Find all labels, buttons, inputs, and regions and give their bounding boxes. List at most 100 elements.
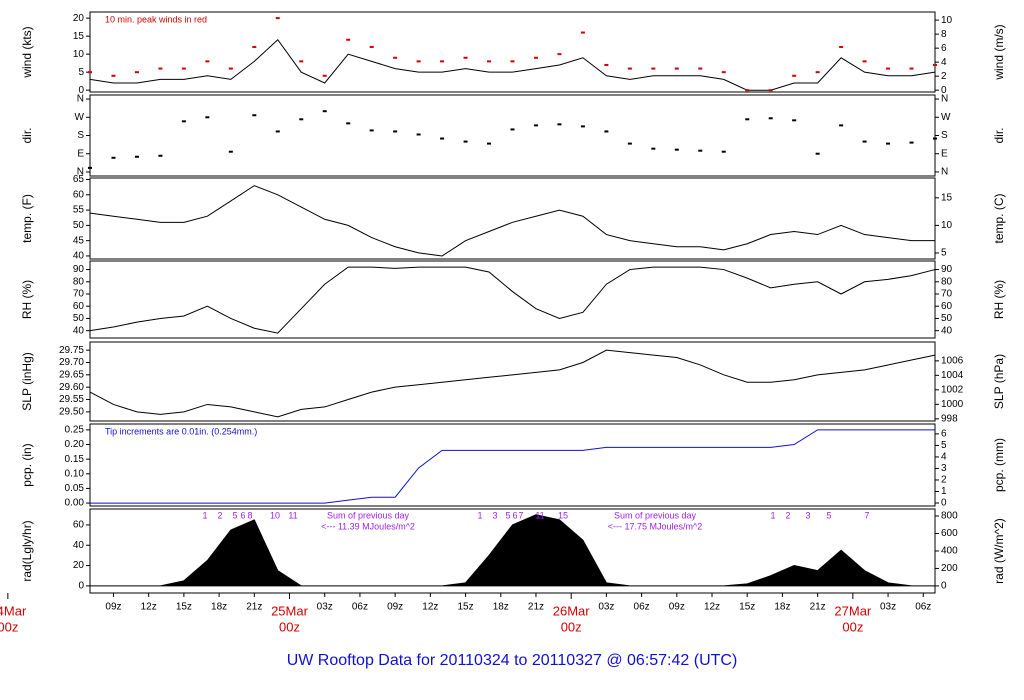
y2-tick-label: 5 bbox=[941, 248, 947, 259]
dir-point bbox=[627, 142, 632, 145]
x-tick-label: 03z bbox=[880, 602, 896, 613]
dir-point bbox=[933, 137, 937, 140]
panel-note: Tip increments are 0.01in. (0.254mm.) bbox=[105, 426, 257, 436]
sum-total: <--- 11.39 MJoules/m^2 bbox=[321, 521, 415, 531]
y2-tick-label: 600 bbox=[941, 528, 958, 539]
y2-tick-label: 4 bbox=[941, 57, 947, 68]
y2-tick-label: 200 bbox=[941, 563, 958, 574]
x-tick-label: 06z bbox=[915, 602, 931, 613]
series-line bbox=[89, 349, 936, 418]
y-tick-label: 20 bbox=[73, 560, 85, 571]
hour-marker: 6 bbox=[512, 510, 517, 520]
y2-tick-label: 80 bbox=[941, 276, 953, 287]
y2-tick-label: 1004 bbox=[941, 370, 964, 381]
y-tick-label: 20 bbox=[73, 13, 85, 24]
sum-label: Sum of previous day bbox=[614, 510, 697, 520]
hour-marker: 1 bbox=[477, 510, 482, 520]
x-tick-label: 18z bbox=[493, 602, 509, 613]
dir-point bbox=[792, 119, 797, 122]
y2-axis-label: rad (W/m^2) bbox=[992, 518, 1006, 584]
peak-wind bbox=[580, 31, 585, 34]
peak-wind bbox=[721, 71, 726, 74]
peak-wind bbox=[252, 45, 257, 48]
y2-tick-label: 90 bbox=[941, 264, 953, 275]
dir-point bbox=[369, 129, 374, 132]
y-tick-label: 50 bbox=[73, 220, 85, 231]
y2-axis-label: SLP (hPa) bbox=[992, 354, 1006, 409]
y-tick-label: 70 bbox=[73, 289, 85, 300]
dir-point bbox=[111, 156, 116, 159]
x-tick-label: 09z bbox=[105, 602, 121, 613]
panel-frame bbox=[89, 177, 936, 260]
y2-tick-label: 15 bbox=[941, 192, 953, 203]
dir-point bbox=[346, 122, 351, 125]
y2-tick-label: 0 bbox=[941, 498, 947, 509]
x-tick-label: 03z bbox=[317, 602, 333, 613]
y-tick-label: E bbox=[77, 148, 84, 159]
peak-wind bbox=[557, 53, 562, 56]
y2-tick-label: 6 bbox=[941, 429, 947, 440]
x-tick-label: 15z bbox=[739, 602, 755, 613]
peak-wind bbox=[275, 17, 280, 20]
peak-wind bbox=[862, 60, 867, 63]
dir-point bbox=[440, 137, 445, 140]
x-tick-label: 15z bbox=[457, 602, 473, 613]
peak-wind bbox=[181, 67, 186, 70]
dir-point bbox=[580, 125, 585, 128]
peak-wind bbox=[909, 67, 914, 70]
dir-point bbox=[909, 141, 914, 144]
peak-wind bbox=[463, 56, 468, 59]
peak-wind bbox=[205, 60, 210, 63]
y-tick-label: 0.05 bbox=[65, 483, 85, 494]
y2-tick-label: 6 bbox=[941, 43, 947, 54]
y2-tick-label: 3 bbox=[941, 463, 947, 474]
y-tick-label: 10 bbox=[73, 49, 85, 60]
day-hour: 00z bbox=[279, 619, 300, 634]
dir-point bbox=[510, 128, 515, 131]
y2-tick-label: W bbox=[941, 112, 951, 123]
peak-wind bbox=[604, 63, 609, 66]
peak-wind bbox=[487, 60, 492, 63]
peak-wind bbox=[416, 60, 421, 63]
dir-point bbox=[88, 166, 92, 169]
hour-marker: 1 bbox=[770, 510, 775, 520]
peak-wind bbox=[533, 56, 538, 59]
y-tick-label: 29.65 bbox=[59, 369, 84, 380]
day-label: 27Mar bbox=[834, 603, 872, 618]
x-tick-label: 06z bbox=[634, 602, 650, 613]
hour-marker: 2 bbox=[217, 510, 222, 520]
y-tick-label: 40 bbox=[73, 325, 85, 336]
peak-wind bbox=[651, 67, 656, 70]
y2-tick-label: 400 bbox=[941, 546, 958, 557]
dir-point bbox=[557, 123, 562, 126]
day-hour: 00z bbox=[842, 619, 863, 634]
hour-marker: 15 bbox=[558, 510, 568, 520]
day-hour: 00z bbox=[561, 619, 582, 634]
x-tick-label: 12z bbox=[141, 602, 157, 613]
y2-tick-label: 40 bbox=[941, 325, 953, 336]
y-tick-label: 0.10 bbox=[65, 468, 85, 479]
x-tick-label: 21z bbox=[528, 602, 544, 613]
peak-wind bbox=[134, 71, 139, 74]
panel-note: 10 min. peak winds in red bbox=[105, 14, 207, 24]
x-tick-label: 15z bbox=[176, 602, 192, 613]
radiation-area bbox=[90, 514, 935, 587]
y-axis-label: RH (%) bbox=[20, 280, 34, 319]
peak-wind bbox=[369, 45, 374, 48]
dir-point bbox=[839, 124, 844, 127]
hour-marker: 2 bbox=[785, 510, 790, 520]
hour-marker: 6 bbox=[240, 510, 245, 520]
y2-axis-label: RH (%) bbox=[992, 280, 1006, 319]
dir-point bbox=[228, 150, 233, 153]
y2-tick-label: 5 bbox=[941, 440, 947, 451]
series-line bbox=[89, 38, 936, 91]
y2-tick-label: 800 bbox=[941, 511, 958, 522]
y-tick-label: 15 bbox=[73, 31, 85, 42]
peak-wind bbox=[299, 60, 304, 63]
y-tick-label: S bbox=[77, 130, 84, 141]
y-tick-label: 60 bbox=[73, 189, 85, 200]
dir-point bbox=[205, 116, 210, 119]
y-axis-label: dir. bbox=[20, 127, 34, 143]
hour-marker: 7 bbox=[864, 510, 869, 520]
dir-point bbox=[416, 133, 421, 136]
